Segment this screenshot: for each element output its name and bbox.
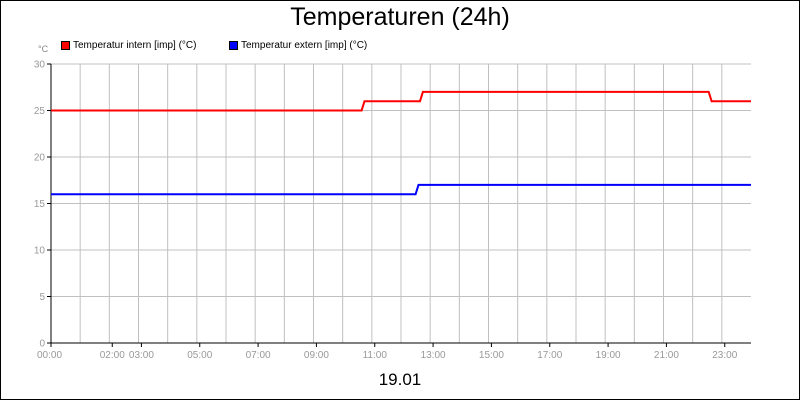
legend-label-intern: Temperatur intern [imp] (°C) xyxy=(73,39,197,51)
x-tick-label: 00:00 xyxy=(37,350,62,361)
y-tick-label: 25 xyxy=(34,106,46,117)
x-tick-label: 07:00 xyxy=(246,350,271,361)
chart-title: Temperaturen (24h) xyxy=(290,3,510,31)
axes xyxy=(47,63,751,347)
x-tick-label: 23:00 xyxy=(712,350,737,361)
x-axis-caption: 19.01 xyxy=(378,370,422,389)
x-tick-label: 19:00 xyxy=(596,350,621,361)
x-tick-label: 21:00 xyxy=(654,350,679,361)
x-tick-label: 17:00 xyxy=(537,350,562,361)
y-axis-unit: °C xyxy=(38,44,49,54)
x-tick-label: 11:00 xyxy=(363,350,388,361)
series-line-1 xyxy=(51,183,751,196)
x-tick-label: 02:00 xyxy=(100,350,125,361)
x-tick-label: 05:00 xyxy=(187,350,212,361)
series-line-0 xyxy=(51,90,751,112)
x-tick-label: 09:00 xyxy=(304,350,329,361)
legend-item-intern: Temperatur intern [imp] (°C) xyxy=(61,39,196,51)
y-tick-label: 0 xyxy=(39,339,45,350)
legend-item-extern: Temperatur extern [imp] (°C) xyxy=(229,39,367,51)
x-tick-label: 15:00 xyxy=(479,350,504,361)
legend-label-extern: Temperatur extern [imp] (°C) xyxy=(241,39,368,51)
series xyxy=(51,90,751,196)
y-tick-label: 20 xyxy=(34,153,46,164)
legend-swatch-intern xyxy=(61,40,70,50)
x-tick-label: 13:00 xyxy=(421,350,446,361)
y-tick-label: 30 xyxy=(34,60,46,71)
y-tick-label: 15 xyxy=(34,199,46,210)
tick-labels: 0 5 10 15 20 25 30 00:00 02:00 03:00 05:00 07:00 09:… xyxy=(34,60,738,362)
legend-swatch-extern xyxy=(229,40,238,50)
y-tick-label: 5 xyxy=(39,292,45,303)
x-tick-label: 03:00 xyxy=(129,350,154,361)
y-tick-label: 10 xyxy=(34,246,46,257)
grid xyxy=(51,63,751,344)
